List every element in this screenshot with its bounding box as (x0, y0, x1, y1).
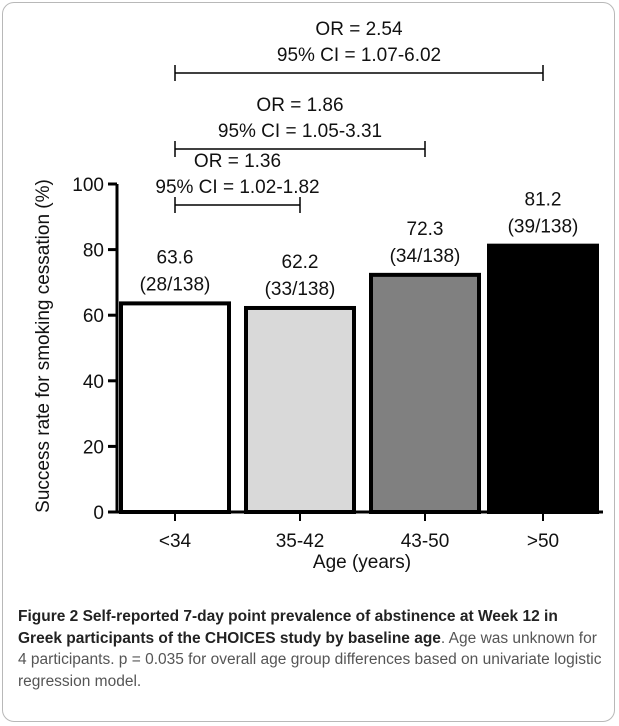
comparison-or-label: OR = 1.86 (256, 95, 343, 116)
bar (244, 305, 356, 515)
bar-value-label: 72.3 (407, 219, 444, 240)
y-tick-label: 40 (83, 372, 104, 393)
comparison-ci-label: 95% CI = 1.02-1.82 (155, 177, 319, 198)
bar-value-label: 81.2 (525, 190, 562, 211)
comparison-ci-label: 95% CI = 1.07-6.02 (277, 45, 441, 66)
bar-value-label: 62.2 (282, 252, 319, 273)
y-tick-label: 20 (83, 437, 104, 458)
figure-caption: Figure 2 Self-reported 7-day point preva… (18, 606, 603, 692)
bar-count-label: (34/138) (390, 246, 461, 267)
bar-value-label: 63.6 (157, 247, 194, 268)
bar (487, 243, 599, 514)
bar-count-label: (28/138) (140, 274, 211, 295)
x-tick-label: 43-50 (401, 531, 450, 552)
comparison-or-label: OR = 2.54 (315, 19, 403, 40)
caption-body: . Age was unknown for 4 participants. p … (18, 629, 602, 690)
bar-count-label: (39/138) (508, 217, 579, 238)
comparison-or-label: OR = 1.36 (194, 151, 281, 172)
x-tick-label: <34 (159, 531, 192, 552)
x-axis-label: Age (years) (313, 552, 411, 573)
y-axis-label: Success rate for smoking cessation (%) (33, 179, 54, 513)
y-tick-label: 60 (83, 306, 104, 327)
comparison-ci-label: 95% CI = 1.05-3.31 (218, 121, 382, 142)
bar-count-label: (33/138) (265, 279, 336, 300)
y-tick-label: 0 (93, 503, 104, 524)
x-tick-label: 35-42 (276, 531, 325, 552)
y-tick-label: 100 (72, 175, 104, 196)
caption-title: Figure 2 Self-reported 7-day point preva… (18, 608, 558, 647)
y-tick-label: 80 (83, 241, 104, 262)
bar (369, 272, 481, 514)
x-tick-label: >50 (527, 531, 559, 552)
bar-chart: 0 20 40 60 80 100 Success rate for smoking ces… (33, 19, 603, 573)
bar (119, 301, 231, 514)
